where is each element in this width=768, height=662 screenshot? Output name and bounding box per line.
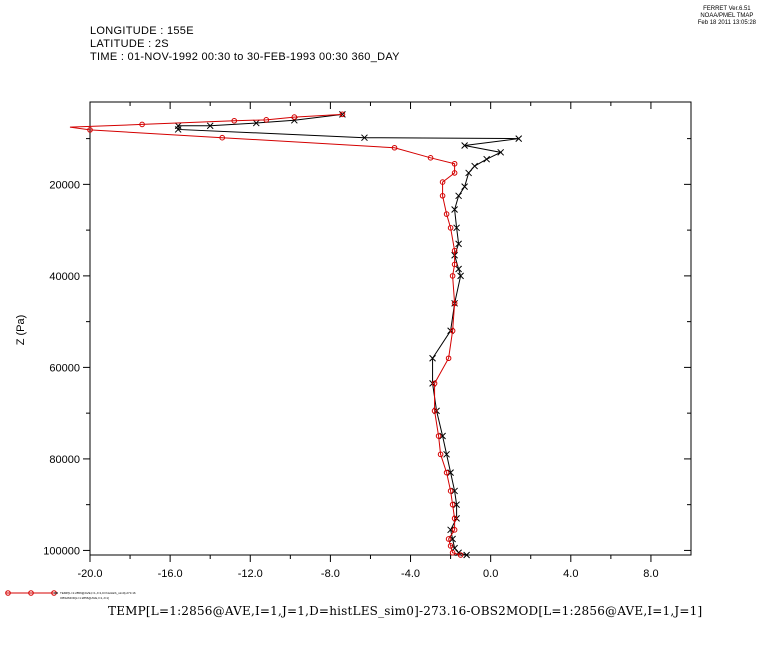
series-marker-o: [219, 134, 226, 141]
x-tick-label: -20.0: [77, 568, 102, 580]
series-marker-o: [431, 380, 438, 387]
series-marker-x: [206, 122, 214, 130]
ferret-stamp: FERRET Ver.6.51 NOAA/PMEL TMAP Feb 18 20…: [698, 6, 756, 27]
series-marker-o: [447, 225, 454, 231]
series-marker-o: [445, 355, 452, 362]
series-marker-o: [437, 451, 444, 458]
series-marker-x: [453, 501, 460, 509]
series-marker-o: [451, 300, 458, 307]
x-tick-label: 8.0: [643, 568, 658, 580]
series-marker-o: [451, 160, 458, 167]
series-marker-o: [449, 327, 456, 334]
series-marker-x: [447, 526, 454, 534]
series-marker-o: [447, 543, 454, 549]
series-marker-o: [263, 117, 270, 123]
stamp-line-2: NOAA/PMEL TMAP: [700, 13, 754, 19]
series-marker-x: [465, 169, 472, 177]
series-marker-x: [455, 240, 462, 248]
series-marker-x: [461, 183, 468, 191]
series-marker-o: [439, 179, 446, 185]
series-marker-x: [453, 224, 460, 232]
series-marker-o: [339, 111, 346, 118]
legend-marker-o: [5, 590, 11, 596]
series-marker-x: [447, 469, 454, 476]
series-marker-o: [447, 488, 454, 494]
series-marker-x: [451, 206, 458, 213]
series-marker-o: [427, 155, 434, 161]
header-time: TIME : 01-NOV-1992 00:30 to 30-FEB-1993 …: [90, 51, 400, 63]
stamp-line-3: Feb 18 2011 13:05:28: [697, 20, 756, 26]
series-marker-o: [445, 536, 452, 542]
y-tick-label: 20000: [49, 179, 80, 191]
header-latitude: LATITUDE : 2S: [90, 38, 169, 50]
legend-marker-o: [28, 590, 34, 596]
series-marker-x: [457, 272, 464, 280]
series-marker-x: [497, 148, 505, 156]
y-tick-label: 60000: [49, 362, 80, 374]
series-marker-x: [471, 162, 478, 170]
y-tick-label: 100000: [43, 545, 80, 557]
series-marker-x: [252, 119, 260, 127]
series-marker-o: [449, 549, 456, 556]
chart-legend: [5, 590, 58, 596]
x-tick-label: -16.0: [158, 568, 183, 580]
x-tick-label: 4.0: [563, 568, 578, 580]
series-marker-o: [449, 501, 456, 508]
legend-label-2: OBS2MOD[L=1:2856@AVE,I=1,J=1]: [60, 596, 109, 600]
series-marker-o: [457, 552, 464, 558]
series-marker-x: [461, 142, 468, 149]
x-tick-label: -4.0: [401, 568, 420, 580]
series-marker-o: [435, 433, 442, 439]
stamp-line-1: FERRET Ver.6.51: [703, 6, 751, 12]
series-marker-o: [139, 121, 145, 128]
series-marker-o: [443, 211, 450, 217]
series-marker-o: [451, 515, 458, 522]
series-marker-x: [483, 155, 491, 163]
series-marker-x: [455, 192, 462, 200]
series-marker-x: [463, 551, 470, 559]
series-marker-o: [451, 170, 458, 176]
bottom-title: TEMP[L=1:2856@AVE,I=1,J=1,D=histLES_sim0…: [108, 604, 703, 618]
series-marker-x: [443, 450, 450, 458]
series-marker-o: [431, 408, 438, 414]
x-tick-label: -12.0: [238, 568, 263, 580]
series-marker-o: [439, 193, 446, 199]
series-line-2: [69, 113, 461, 556]
chart-series: [69, 111, 523, 559]
series-marker-o: [451, 261, 458, 268]
x-tick-label: 0.0: [483, 568, 498, 580]
series-marker-o: [291, 114, 298, 120]
legend-label-1: TEMP[L=1:2856@AVE,I=1,J=1,D=histLES_sim0…: [60, 591, 136, 595]
header-longitude: LONGITUDE : 155E: [90, 25, 194, 37]
y-tick-label: 40000: [49, 271, 80, 283]
series-marker-o: [231, 117, 238, 124]
series-marker-x: [429, 354, 436, 362]
series-marker-x: [174, 126, 182, 133]
series-marker-o: [443, 469, 450, 476]
y-axis-label: Z (Pa): [15, 315, 27, 346]
series-marker-x: [455, 265, 462, 273]
series-marker-x: [439, 432, 446, 440]
series-marker-x: [449, 535, 456, 543]
plot-frame: [89, 101, 692, 556]
series-marker-o: [391, 144, 398, 151]
series-marker-x: [361, 134, 368, 142]
series-marker-x: [451, 487, 458, 495]
chart-axes: -20.0 -16.0 -12.0 -8.0 -4.0 0.0 4.0 8.0 20000 400…: [15, 101, 692, 580]
series-marker-o: [451, 247, 458, 254]
series-marker-o: [449, 273, 456, 279]
y-tick-label: 80000: [49, 454, 80, 466]
series-marker-o: [451, 527, 458, 533]
series-line-1: [177, 113, 519, 556]
x-tick-label: -8.0: [321, 568, 340, 580]
series-marker-x: [515, 135, 523, 142]
series-marker-o: [87, 127, 93, 133]
